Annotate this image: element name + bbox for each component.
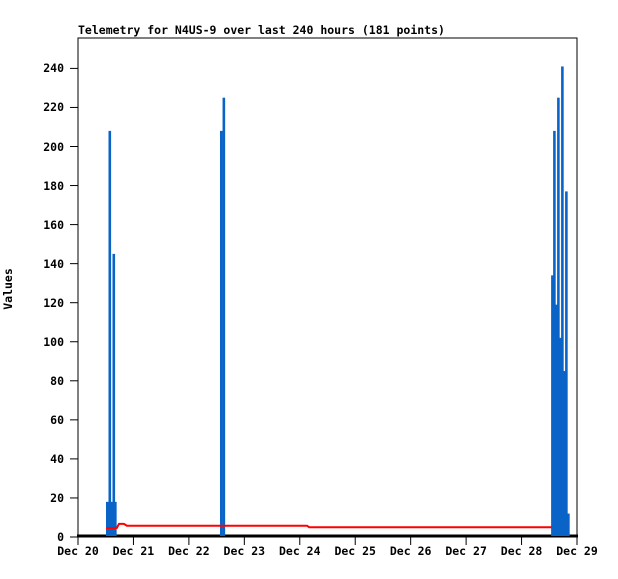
y-tick-label: 60	[50, 412, 64, 427]
y-tick-label: 240	[43, 61, 64, 76]
x-tick-label: Dec 28	[500, 544, 543, 558]
impulse-bar	[110, 501, 114, 536]
y-tick-label: 100	[43, 334, 64, 349]
y-tick-label: 20	[50, 490, 64, 505]
x-tick-label: Dec 20	[57, 544, 99, 558]
x-tick-label: Dec 29	[556, 544, 598, 558]
plot-border	[77, 37, 578, 538]
x-tick-label: Dec 21	[112, 544, 155, 558]
impulse-bar	[567, 513, 570, 536]
x-tick-label: Dec 26	[389, 544, 432, 558]
impulse-bar	[108, 130, 112, 536]
impulse-bar	[563, 371, 566, 536]
chart-title: Telemetry for N4US-9 over last 240 hours…	[78, 23, 445, 37]
average-line	[106, 522, 552, 529]
impulse-bar	[112, 253, 116, 536]
impulse-bar	[551, 275, 554, 536]
impulse-bar	[219, 130, 223, 536]
x-tick-label: Dec 25	[334, 544, 376, 558]
impulse-bar	[561, 66, 564, 536]
y-tick-label: 140	[43, 256, 64, 271]
impulse-bar	[559, 337, 562, 536]
impulse-bar	[565, 191, 568, 536]
impulse-bar	[553, 130, 556, 536]
x-tick-label: Dec 27	[445, 544, 487, 558]
y-tick-label: 160	[43, 217, 64, 232]
impulse-bar	[555, 304, 558, 536]
x-tick-label: Dec 22	[168, 544, 210, 558]
y-tick-label: 200	[43, 139, 64, 154]
impulse-bar	[114, 501, 117, 536]
y-tick-label: 120	[43, 295, 64, 310]
y-tick-label: 0	[57, 530, 64, 544]
x-tick-label: Dec 24	[278, 544, 321, 558]
impulse-bar	[105, 501, 109, 536]
y-tick-label: 40	[50, 451, 64, 466]
y-tick-label: 220	[43, 100, 64, 115]
x-tick-label: Dec 23	[223, 544, 266, 558]
y-tick-label: 180	[43, 178, 64, 193]
impulse-bar	[557, 97, 560, 536]
impulse-bar	[222, 97, 226, 536]
y-tick-label: 80	[50, 373, 64, 388]
